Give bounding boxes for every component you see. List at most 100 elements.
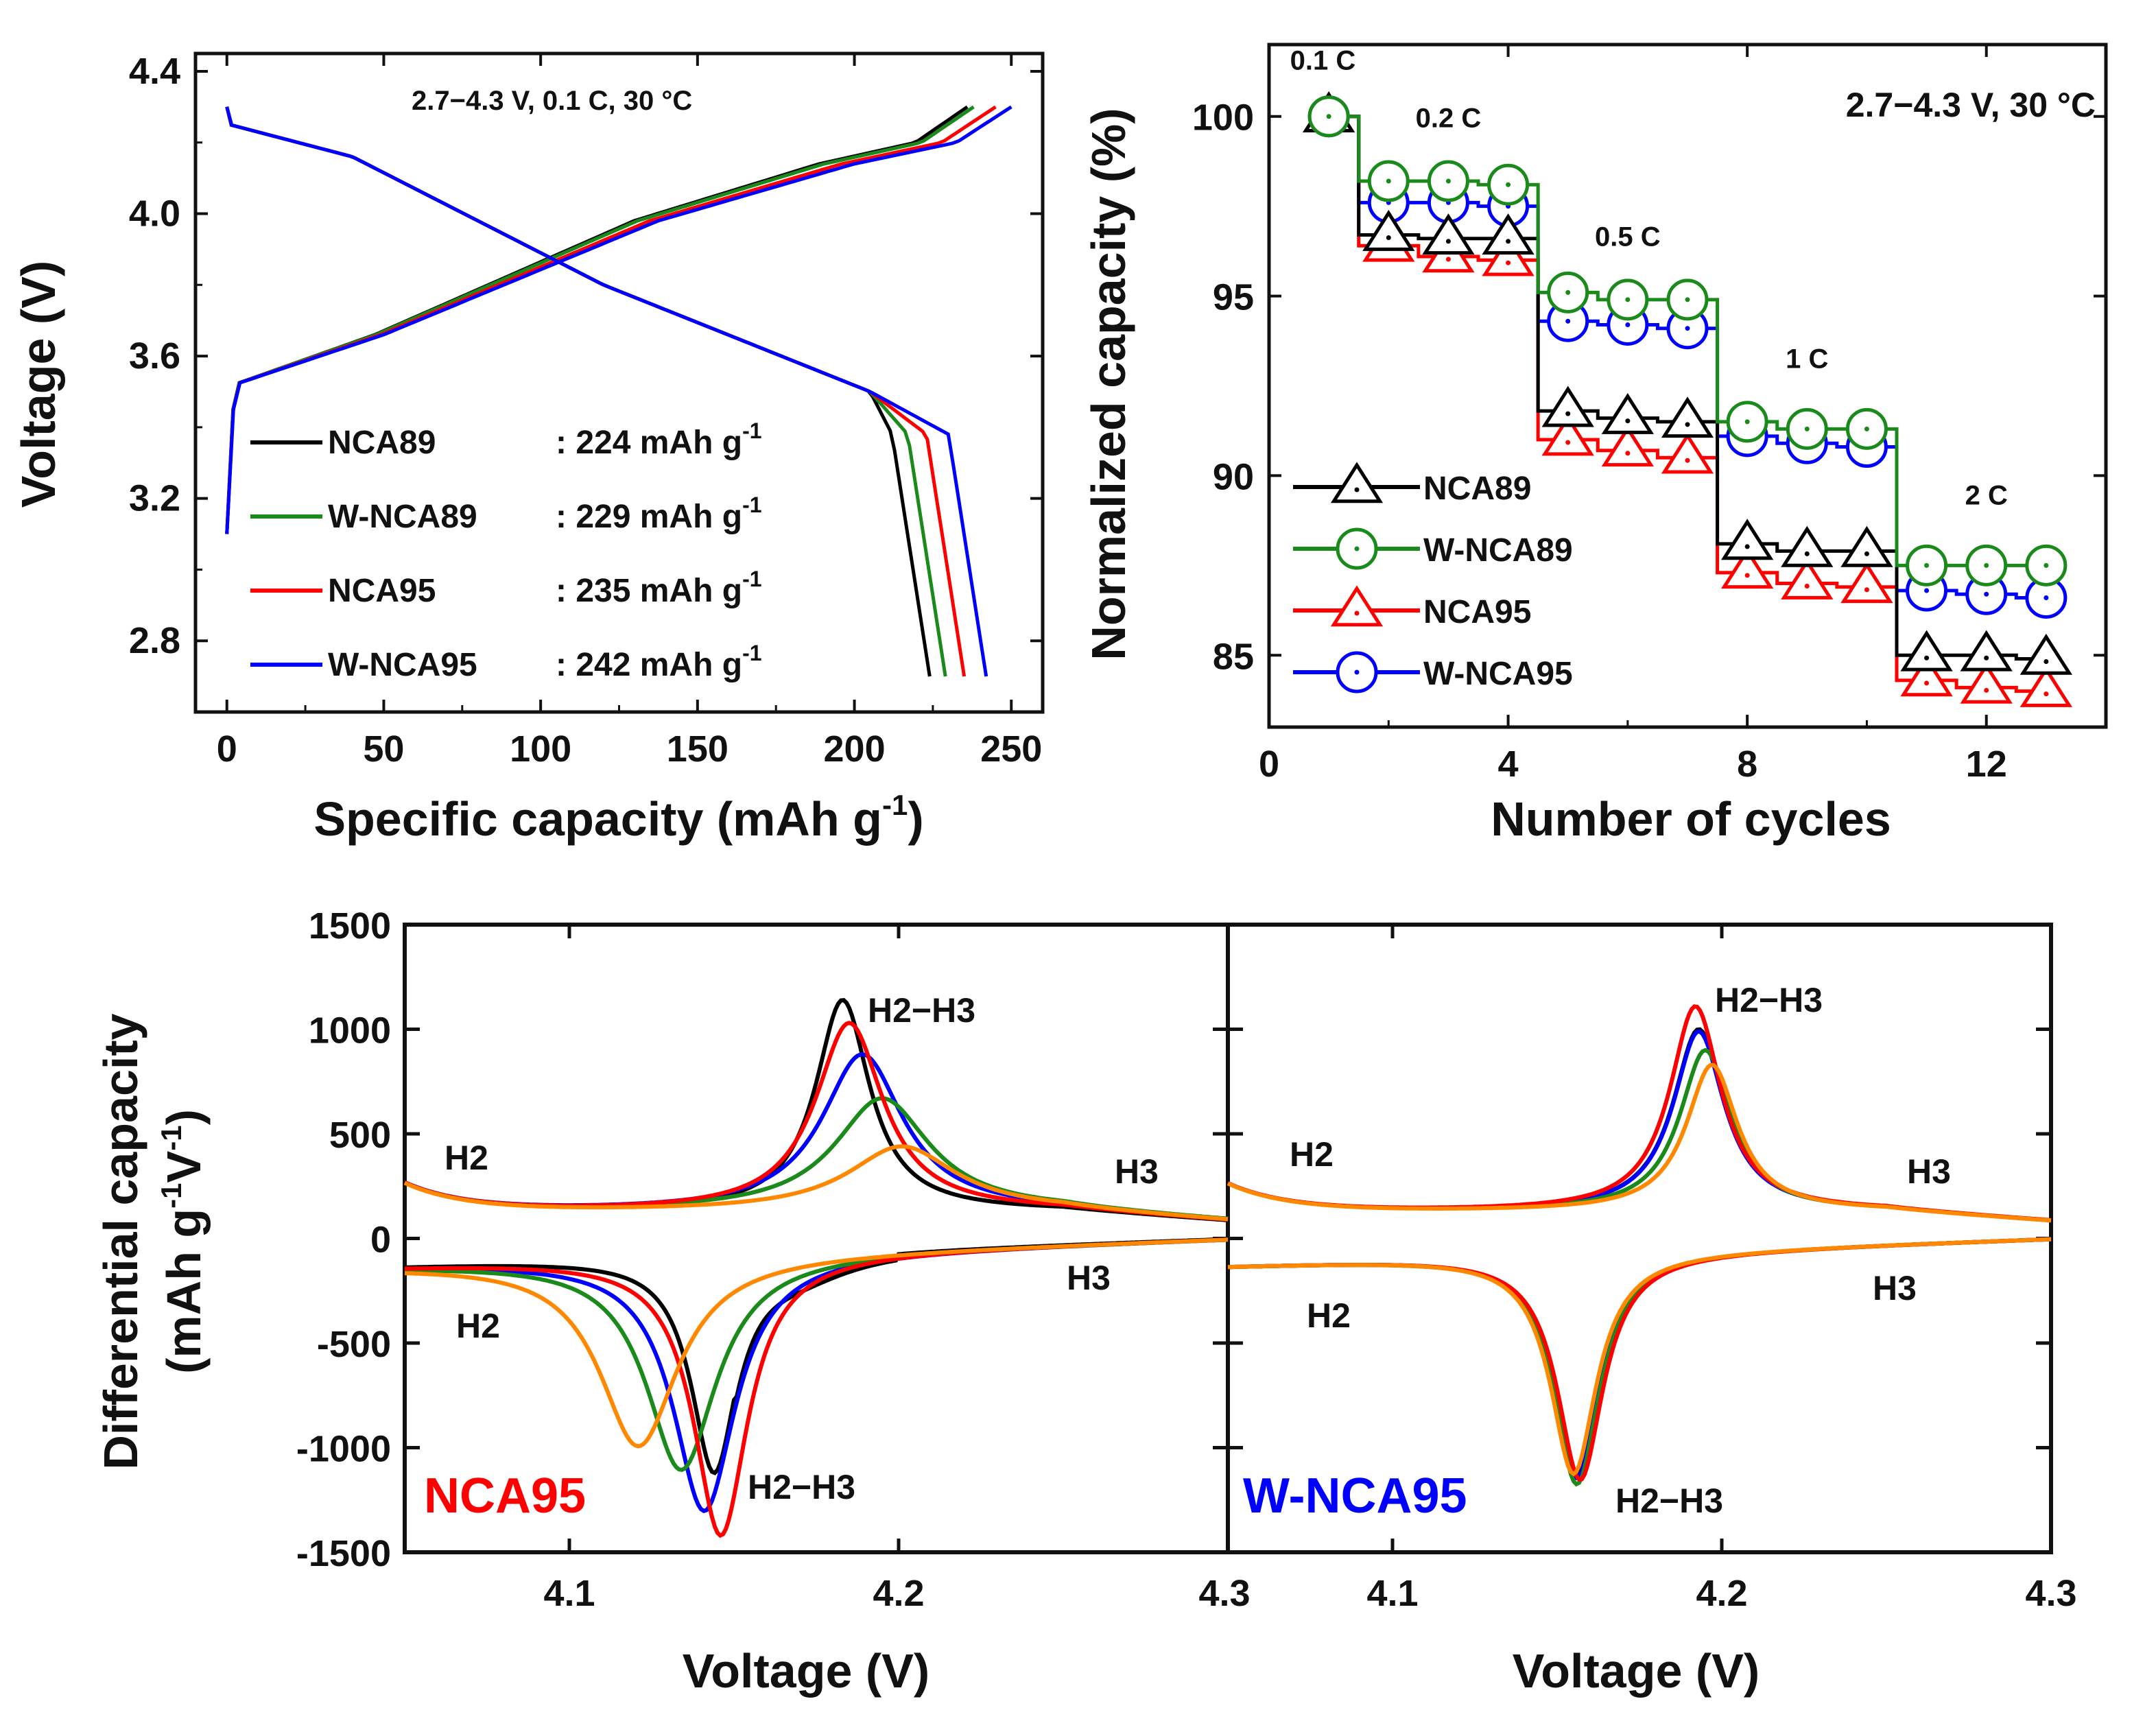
dqdv-discharge-curve [404, 1237, 1229, 1449]
dqdv-y-tick-label: -500 [317, 1324, 391, 1365]
voltage-legend-capacity: : 242 mAh g-1 [556, 641, 762, 683]
dqdv-discharge-curve [1227, 1237, 2052, 1481]
rate-marker [1900, 655, 1953, 697]
rate-marker [1840, 562, 1893, 604]
rate-series [1302, 91, 2073, 707]
rate-c-label: 0.2 C [1416, 103, 1482, 133]
rate-legend-marker [1330, 462, 1384, 503]
dqdv-y-axis-title-line2: (mAh g-1V-1) [155, 1109, 211, 1374]
rate-c-label: 0.5 C [1595, 222, 1661, 252]
dqdv-phase-label: H2 [1290, 1135, 1334, 1174]
dqdv-x-tick-label: 4.1 [543, 1573, 595, 1614]
rate-marker-dot [2044, 595, 2049, 600]
voltage-y-axis-title: Voltage (V) [12, 261, 65, 508]
voltage-x-tick-label: 50 [363, 728, 404, 770]
voltage-y-tick-label: 2.8 [129, 620, 180, 661]
rate-marker-dot [2044, 562, 2049, 568]
voltage-legend-capacity: : 229 mAh g-1 [556, 492, 762, 535]
voltage-legend-capacity: : 224 mAh g-1 [556, 418, 762, 461]
voltage-charge-curve [225, 105, 969, 534]
rate-marker-dot [1506, 182, 1511, 187]
dqdv-charge-curve [1227, 1047, 2052, 1223]
voltage-charge-curve [225, 105, 975, 534]
rate-marker [1720, 547, 1774, 589]
dqdv-x-tick-label: 4.3 [1198, 1573, 1250, 1614]
rate-x-tick-label: 8 [1737, 744, 1757, 785]
rate-marker-dot [1984, 655, 1989, 661]
rate-marker [1661, 432, 1714, 474]
dqdv-x-tick-label: 4.2 [1696, 1573, 1747, 1614]
rate-marker-dot [1625, 418, 1631, 424]
rate-marker-dot [1625, 451, 1631, 456]
voltage-x-tick-label: 150 [667, 728, 728, 770]
dqdv-discharge-curve [1227, 1237, 2052, 1479]
voltage-legend-name: NCA89 [328, 425, 436, 461]
rate-legend-name: W-NCA95 [1423, 656, 1573, 692]
dqdv-y-tick-label: -1000 [296, 1429, 391, 1470]
dqdv-discharge-curve [1227, 1237, 2052, 1487]
rate-marker [1900, 630, 1953, 672]
rate-marker [1781, 558, 1834, 600]
rate-legend-marker-dot [1354, 669, 1360, 675]
dqdv-charge-curve [403, 1021, 1229, 1222]
rate-ticks: 0 4 8 12 85 90 95 100 [1192, 45, 2106, 785]
dqdv-panel: -1500 -1000 -500 0 500 1000 1500 4.1 4.2 4.3 4.1 4.… [94, 905, 2077, 1698]
rate-marker [1482, 213, 1535, 255]
rate-marker-dot [1386, 235, 1391, 241]
rate-marker [1781, 525, 1834, 567]
rate-marker-dot [1804, 551, 1810, 556]
rate-marker [1541, 385, 1594, 427]
voltage-ticks: 0 50 100 150 200 250 2.8 3.2 3.6 4.0 4.4 [129, 51, 1043, 770]
dqdv-ticks: -1500 -1000 -500 0 500 1000 1500 4.1 4.2 4.3 4.1 4.… [296, 905, 2077, 1614]
dqdv-charge-curve [1227, 1027, 2052, 1222]
voltage-y-tick-label: 4.4 [129, 51, 180, 92]
rate-marker-dot [1386, 178, 1391, 184]
rate-marker-dot [1744, 544, 1750, 549]
rate-marker [2019, 633, 2073, 675]
rate-marker-dot [1924, 588, 1930, 593]
dqdv-phase-label: H2−H3 [748, 1468, 855, 1506]
rate-y-tick-label: 85 [1213, 636, 1254, 677]
voltage-legend-name: W-NCA89 [328, 499, 477, 535]
rate-marker-dot [1506, 260, 1511, 265]
rate-legend-marker [1330, 585, 1384, 627]
dqdv-phase-label: H2 [456, 1307, 500, 1345]
rate-legend-marker-dot [1354, 487, 1360, 492]
voltage-legend-name: W-NCA95 [328, 647, 477, 683]
rate-plot-frame [1267, 43, 2108, 729]
rate-marker-dot [1864, 551, 1869, 556]
dqdv-y-axis-title-line1: Differential capacity [94, 1013, 147, 1469]
voltage-profile-panel: 0 50 100 150 200 250 2.8 3.2 3.6 4.0 4.4 2.7−4.3 V… [12, 51, 1045, 846]
rate-y-tick-label: 100 [1192, 97, 1254, 139]
dqdv-phase-label: H2−H3 [1715, 981, 1823, 1019]
dqdv-panel-name: W-NCA95 [1243, 1469, 1467, 1523]
rate-marker-dot [1445, 178, 1451, 184]
voltage-y-tick-label: 3.6 [129, 335, 180, 377]
rate-marker-dot [1744, 419, 1750, 425]
rate-marker-dot [1445, 257, 1451, 262]
rate-marker-dot [1804, 426, 1810, 431]
rate-x-tick-label: 0 [1259, 744, 1279, 785]
rate-marker-dot [1565, 411, 1571, 416]
rate-marker-dot [1565, 440, 1571, 445]
dqdv-y-tick-label: 1500 [309, 905, 391, 947]
dqdv-phase-label: H2 [445, 1139, 488, 1177]
rate-marker [1661, 396, 1714, 438]
rate-marker-dot [1506, 239, 1511, 244]
dqdv-phase-label: H3 [1873, 1269, 1917, 1307]
rate-marker [1362, 209, 1415, 251]
rate-labels: 0.1 C 0.2 C 0.5 C 1 C 2 C [1290, 46, 2008, 511]
dqdv-charge-curve [403, 1096, 1229, 1221]
dqdv-x-axis-title-right: Voltage (V) [1513, 1644, 1760, 1698]
rate-marker-dot [1924, 680, 1930, 686]
rate-marker-dot [1445, 239, 1451, 244]
rate-legend-marker-dot [1354, 610, 1360, 616]
voltage-x-tick-label: 250 [980, 728, 1042, 770]
dqdv-phase-label: H3 [1067, 1259, 1111, 1297]
dqdv-y-tick-label: 500 [329, 1115, 391, 1156]
rate-y-axis-title: Normalized capacity (%) [1082, 108, 1135, 660]
voltage-x-axis-title: Specific capacity (mAh g-1) [313, 789, 923, 846]
dqdv-discharge-curve [1227, 1237, 2052, 1477]
dqdv-x-tick-label: 4.1 [1366, 1573, 1418, 1614]
rate-c-label: 0.1 C [1290, 46, 1356, 76]
